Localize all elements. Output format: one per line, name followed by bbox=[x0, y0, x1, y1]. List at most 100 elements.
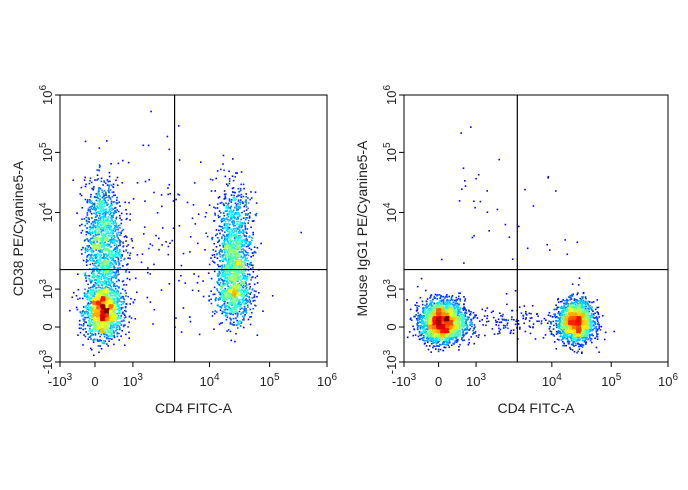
event-dot bbox=[118, 304, 120, 306]
event-dot bbox=[222, 244, 224, 247]
event-dot bbox=[90, 205, 92, 208]
event-dot bbox=[94, 219, 96, 221]
event-dot bbox=[110, 262, 113, 264]
event-dot bbox=[229, 289, 232, 292]
event-dot bbox=[121, 288, 124, 290]
event-dot bbox=[242, 311, 245, 313]
event-dot bbox=[87, 253, 90, 256]
event-dot bbox=[236, 256, 239, 259]
event-dot bbox=[172, 200, 175, 202]
event-dot bbox=[111, 229, 113, 231]
event-dot bbox=[86, 212, 89, 214]
event-dot bbox=[86, 295, 89, 297]
event-dot bbox=[97, 197, 100, 200]
event-dot bbox=[114, 273, 117, 276]
event-dot bbox=[113, 319, 116, 322]
event-dot bbox=[245, 245, 248, 248]
event-dot bbox=[234, 213, 237, 215]
event-dot bbox=[219, 244, 221, 247]
event-dot bbox=[103, 294, 105, 296]
event-dot bbox=[427, 348, 430, 351]
event-dot bbox=[102, 201, 104, 204]
event-dot bbox=[231, 187, 234, 190]
event-dot bbox=[233, 222, 235, 225]
event-dot bbox=[223, 224, 226, 227]
event-dot bbox=[85, 331, 87, 333]
y-tick-label: 106 bbox=[38, 85, 55, 105]
event-dot bbox=[96, 281, 99, 283]
event-dot bbox=[215, 234, 217, 237]
event-dot bbox=[99, 328, 101, 331]
event-dot bbox=[223, 169, 225, 172]
event-dot bbox=[242, 299, 245, 302]
event-dot bbox=[223, 303, 225, 305]
event-dot bbox=[406, 336, 409, 339]
event-dot bbox=[244, 302, 247, 304]
event-dot bbox=[239, 321, 242, 324]
event-dot bbox=[92, 321, 94, 324]
event-dot bbox=[90, 227, 92, 229]
event-dot bbox=[189, 236, 192, 238]
event-dot bbox=[233, 217, 236, 219]
event-dot bbox=[226, 281, 228, 283]
event-dot bbox=[103, 180, 105, 182]
event-dot bbox=[91, 248, 94, 250]
event-dot bbox=[230, 209, 233, 212]
event-dot bbox=[240, 264, 242, 267]
event-dot bbox=[168, 148, 171, 151]
event-dot bbox=[227, 264, 230, 266]
event-dot bbox=[91, 221, 94, 223]
event-dot bbox=[100, 330, 102, 333]
event-dot bbox=[109, 228, 111, 230]
event-dot bbox=[151, 244, 154, 247]
event-dot bbox=[222, 284, 224, 287]
event-dot bbox=[94, 298, 96, 300]
event-dot bbox=[248, 215, 251, 218]
event-dot bbox=[110, 254, 112, 257]
event-dot bbox=[230, 205, 232, 208]
event-dot bbox=[94, 274, 96, 277]
event-dot bbox=[117, 225, 120, 227]
event-dot bbox=[225, 318, 228, 321]
event-dot bbox=[237, 274, 239, 277]
event-dot bbox=[97, 206, 99, 209]
event-dot bbox=[247, 245, 249, 247]
event-dot bbox=[110, 228, 112, 230]
event-dot bbox=[113, 304, 115, 306]
event-dot bbox=[117, 257, 119, 259]
event-dot bbox=[105, 293, 107, 296]
events bbox=[69, 110, 302, 357]
event-dot bbox=[103, 225, 106, 228]
event-dot bbox=[99, 187, 102, 190]
event-dot bbox=[235, 276, 238, 279]
event-dot bbox=[93, 313, 95, 316]
event-dot bbox=[102, 309, 104, 311]
event-dot bbox=[97, 210, 100, 213]
event-dot bbox=[234, 206, 236, 209]
event-dot bbox=[111, 300, 113, 302]
event-dot bbox=[243, 243, 245, 246]
event-dot bbox=[94, 321, 97, 323]
event-dot bbox=[129, 219, 131, 221]
event-dot bbox=[95, 196, 98, 199]
event-dot bbox=[96, 287, 98, 289]
event-dot bbox=[242, 244, 244, 246]
event-dot bbox=[85, 183, 87, 186]
event-dot bbox=[115, 300, 117, 303]
event-dot bbox=[228, 290, 230, 292]
event-dot bbox=[235, 308, 238, 311]
event-dot bbox=[198, 333, 201, 336]
event-dot bbox=[255, 305, 257, 307]
event-dot bbox=[197, 242, 199, 245]
event-dot bbox=[89, 177, 92, 179]
event-dot bbox=[239, 203, 242, 205]
event-dot bbox=[112, 320, 115, 323]
event-dot bbox=[122, 265, 124, 267]
event-dot bbox=[110, 292, 113, 294]
event-dot bbox=[227, 252, 230, 254]
event-dot bbox=[93, 221, 95, 224]
event-dot bbox=[239, 201, 242, 203]
event-dot bbox=[235, 287, 237, 290]
event-dot bbox=[97, 325, 100, 327]
event-dot bbox=[95, 325, 98, 327]
